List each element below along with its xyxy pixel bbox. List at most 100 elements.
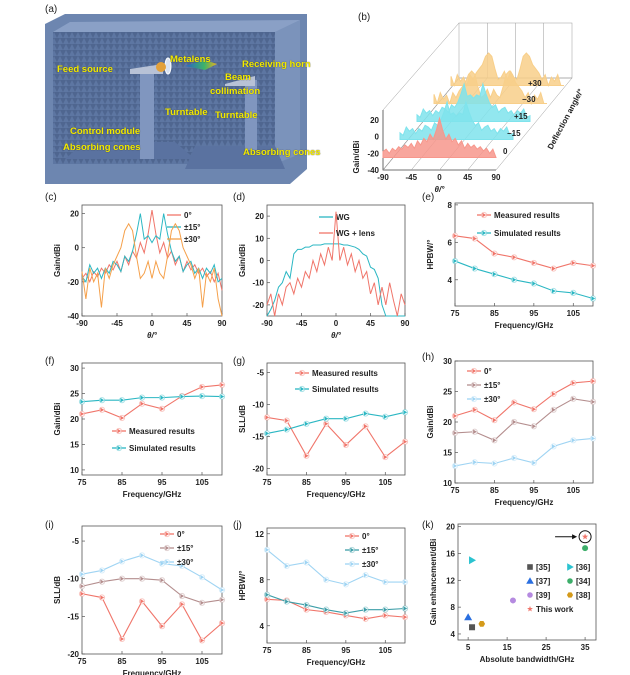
- series-line-1: [81, 213, 223, 284]
- label-control-module: Control module: [70, 126, 141, 137]
- y-tick-label: 12: [446, 576, 455, 585]
- data-point: [180, 602, 185, 607]
- x-axis-label: Frequency/GHz: [495, 321, 554, 330]
- y-tick-label: -15: [252, 433, 264, 442]
- x-tick-label: 105: [195, 657, 209, 666]
- x-axis-label: θ/°: [147, 331, 158, 340]
- y-tick-label: 16: [446, 550, 455, 559]
- x-tick-label: 85: [118, 657, 127, 666]
- data-point: [492, 438, 497, 443]
- x-axis-label: Frequency/GHz: [123, 490, 182, 499]
- data-point: [363, 424, 368, 429]
- data-point: [532, 460, 537, 466]
- panel-label-e: (e): [422, 192, 435, 203]
- legend-label: ±15°: [177, 544, 194, 553]
- data-point: [220, 597, 225, 602]
- legend-label: 0°: [362, 532, 370, 541]
- data-point: [403, 439, 408, 444]
- x-tick-label: 95: [529, 486, 538, 495]
- legend-marker: [165, 531, 170, 537]
- legend-label: ±30°: [177, 558, 194, 567]
- y-tick-label: 20: [443, 418, 452, 427]
- legend-marker: [165, 559, 170, 565]
- panel-label-i: (i): [45, 520, 54, 531]
- data-point-1: [469, 556, 477, 565]
- data-point-5: [478, 621, 486, 627]
- y-tick-label: -20: [252, 301, 264, 310]
- x-axis-label: Absolute bandwidth/GHz: [480, 655, 575, 664]
- y-axis-label: SLL/dB: [238, 405, 247, 433]
- legend-label: ±15°: [362, 546, 379, 555]
- data-point: [591, 399, 596, 405]
- legend-marker: [117, 428, 122, 434]
- panel-label-g: (g): [233, 356, 246, 367]
- legend-label: ±15°: [184, 223, 201, 232]
- data-point: [285, 599, 289, 604]
- data-point: [512, 277, 517, 282]
- data-point: [100, 397, 105, 403]
- data-point: [324, 577, 329, 582]
- data-point: [200, 600, 205, 605]
- chart-c: -90 -45 0 45 90 20 0 -20 -40 θ/° Gain/dBi 0° ±15° ±30…: [53, 204, 227, 340]
- plot-frame: [81, 204, 223, 317]
- x-axis-label: θ/°: [435, 185, 446, 194]
- y-tick-label: 15: [443, 449, 452, 458]
- data-point: [344, 416, 349, 421]
- x-tick-label: 45: [463, 173, 472, 182]
- series-line-0: [454, 380, 594, 421]
- data-point: [265, 431, 270, 436]
- legend-marker: [472, 382, 477, 388]
- data-point: [140, 599, 145, 604]
- data-point: [403, 614, 408, 620]
- legend-marker: [300, 386, 305, 392]
- data-point: [571, 438, 576, 443]
- x-tick-label: 95: [341, 646, 350, 655]
- legend-marker: [566, 592, 574, 598]
- x-axis-label: Frequency/GHz: [307, 658, 366, 667]
- data-point: [285, 418, 289, 423]
- chart-g: 75 85 95 105 -5 -10 -15 -20 Frequency/GHz SLL/dB M…: [238, 362, 409, 499]
- label-collimation: collimation: [210, 86, 261, 97]
- chart-e: 75 85 95 105 8 6 4 Frequency/GHz HPBW/° Measured …: [426, 201, 597, 330]
- data-point: [220, 620, 225, 626]
- y-axis-label: Gain/dBi: [53, 244, 62, 277]
- data-point: [363, 411, 368, 416]
- data-point: [120, 576, 125, 581]
- legend-label: [35]: [536, 563, 551, 572]
- y-tick-label: 20: [370, 116, 379, 125]
- data-point: [100, 595, 105, 600]
- data-point: [492, 461, 497, 466]
- x-tick-label: -45: [111, 319, 123, 328]
- plot-frame: [454, 202, 594, 307]
- legend-label: Measured results: [494, 211, 560, 220]
- legend-marker: [567, 578, 573, 584]
- data-point: [265, 597, 270, 602]
- y-tick-label: 4: [451, 630, 456, 639]
- x-tick-label: 85: [118, 478, 127, 487]
- data-point: [140, 576, 145, 581]
- data-point: [453, 463, 458, 469]
- data-point: [100, 579, 105, 584]
- series-line-0: [81, 384, 223, 419]
- x-tick-label: 85: [490, 309, 499, 318]
- x-tick-label: 0: [334, 319, 339, 328]
- series-line-1: [454, 398, 594, 441]
- series-line-1: [266, 211, 406, 317]
- data-point: [512, 419, 517, 425]
- y-tick-label: 8: [451, 603, 456, 612]
- depth-tick-label: −30: [522, 95, 536, 104]
- label-receiving-horn: Receiving horn: [242, 59, 311, 70]
- data-point: [453, 413, 458, 419]
- data-point: [383, 414, 388, 419]
- legend-label: ±30°: [484, 395, 501, 404]
- x-axis-label: θ/°: [331, 331, 342, 340]
- data-point: [200, 393, 205, 399]
- legend-label: This work: [536, 605, 574, 614]
- panel-b-3d-plot: 20 0 -20 -40-90 -45 0 45 90 +30 −30 +15 −15 0 Gain/dB…: [352, 22, 585, 194]
- chart-i: 75 85 95 105 -5 -10 -15 -20 Frequency/GHz SLL/dB 0…: [53, 525, 226, 675]
- x-tick-label: 85: [302, 646, 311, 655]
- data-point: [324, 421, 329, 426]
- data-point: [383, 579, 388, 585]
- legend-marker: [350, 533, 355, 539]
